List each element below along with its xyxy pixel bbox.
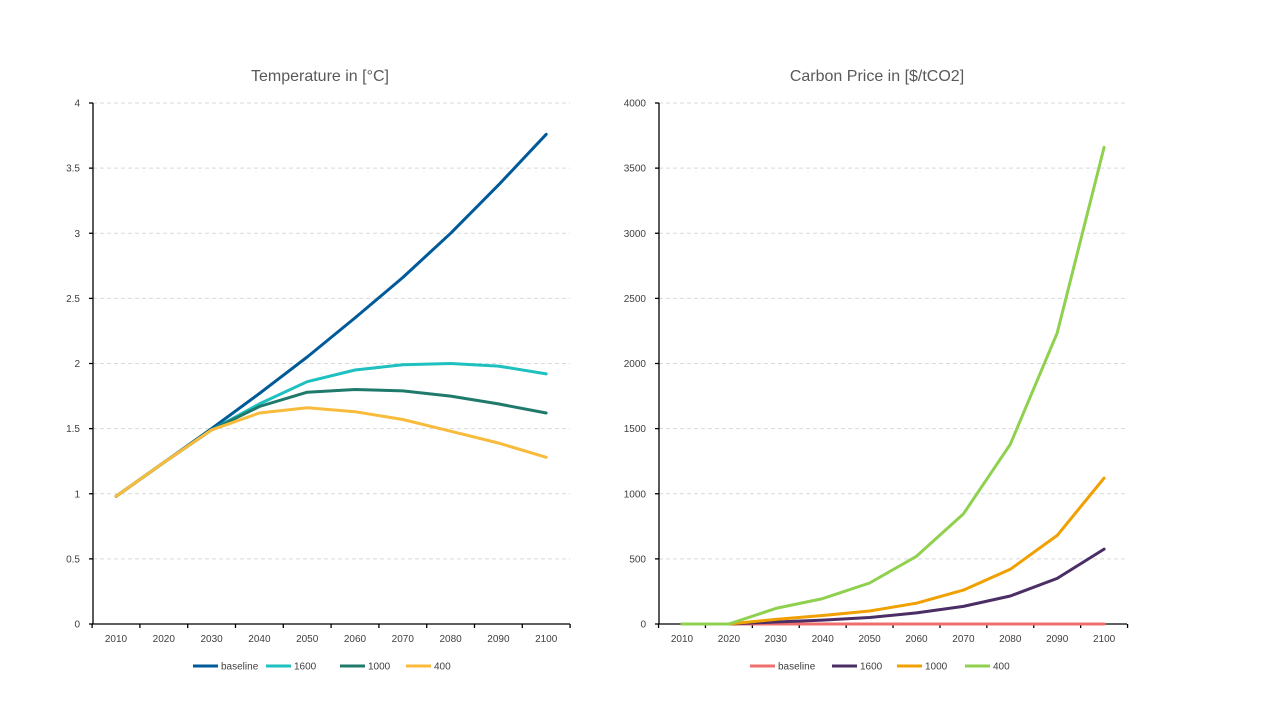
legend-item-400: 400 — [965, 662, 1010, 673]
y-tick-label: 0.5 — [66, 554, 80, 565]
series-line-baseline — [114, 132, 548, 498]
x-tick-label: 2080 — [439, 634, 462, 645]
y-tick-label: 1500 — [624, 424, 647, 435]
series-line-400 — [680, 145, 1106, 626]
legend-item-baseline: baseline — [750, 662, 816, 673]
y-tick-label: 0 — [74, 620, 80, 631]
x-tick-label: 2010 — [105, 634, 128, 645]
chart-1: Temperature in [°C] 0 0.5 1 1.5 2 2.5 3 3.5 4 2010… — [66, 68, 571, 673]
x-tick-label: 2060 — [344, 634, 367, 645]
legend-item-1000: 1000 — [897, 662, 948, 673]
x-tick-label: 2050 — [858, 634, 881, 645]
series-line-1600 — [114, 362, 548, 498]
legend-label: 1600 — [294, 662, 317, 673]
series-line-1000 — [114, 388, 548, 498]
x-tick-label: 2030 — [200, 634, 223, 645]
x-tick-label: 2060 — [905, 634, 928, 645]
y-tick-label: 4 — [74, 99, 80, 110]
y-tick-label: 1.5 — [66, 424, 80, 435]
x-tick-label: 2080 — [999, 634, 1022, 645]
chart-2: Carbon Price in [$/tCO2] 0 500 1000 1500 2000… — [624, 68, 1129, 673]
y-tick-label: 2500 — [624, 294, 647, 305]
chart-title: Carbon Price in [$/tCO2] — [790, 68, 964, 85]
y-tick-label: 4000 — [624, 99, 647, 110]
legend-label: 1000 — [368, 662, 391, 673]
x-tick-label: 2030 — [765, 634, 788, 645]
y-tick-label: 3.5 — [66, 164, 80, 175]
x-tick-label: 2070 — [392, 634, 415, 645]
y-tick-label: 2.5 — [66, 294, 80, 305]
y-tick-label: 3 — [74, 229, 80, 240]
y-tick-label: 3000 — [624, 229, 647, 240]
x-tick-label: 2040 — [812, 634, 835, 645]
x-tick-label: 2090 — [1046, 634, 1069, 645]
legend-item-1000: 1000 — [340, 662, 391, 673]
x-tick-label: 2020 — [718, 634, 741, 645]
legend-item-baseline: baseline — [193, 662, 259, 673]
x-tick-label: 2050 — [296, 634, 319, 645]
chart-title: Temperature in [°C] — [251, 68, 389, 85]
y-tick-label: 1 — [74, 489, 80, 500]
series-line-1000 — [680, 476, 1106, 626]
y-tick-label: 2 — [74, 359, 80, 370]
legend-item-1600: 1600 — [832, 662, 883, 673]
x-tick-label: 2070 — [952, 634, 975, 645]
legend-label: 400 — [434, 662, 451, 673]
x-tick-label: 2100 — [535, 634, 558, 645]
y-tick-label: 2000 — [624, 359, 647, 370]
legend-item-1600: 1600 — [266, 662, 317, 673]
legend-label: 1000 — [925, 662, 948, 673]
legend-label: 400 — [993, 662, 1010, 673]
legend-label: baseline — [778, 662, 816, 673]
y-tick-label: 0 — [640, 620, 646, 631]
y-tick-label: 3500 — [624, 164, 647, 175]
y-tick-label: 500 — [629, 554, 646, 565]
x-tick-label: 2090 — [487, 634, 510, 645]
y-tick-label: 1000 — [624, 489, 647, 500]
legend-label: baseline — [221, 662, 259, 673]
x-tick-label: 2040 — [248, 634, 271, 645]
series-line-1600 — [680, 547, 1106, 626]
x-tick-label: 2010 — [671, 634, 694, 645]
legend-item-400: 400 — [406, 662, 451, 673]
x-tick-label: 2020 — [153, 634, 176, 645]
series-line-400 — [114, 406, 548, 498]
legend-label: 1600 — [860, 662, 883, 673]
x-tick-label: 2100 — [1093, 634, 1116, 645]
